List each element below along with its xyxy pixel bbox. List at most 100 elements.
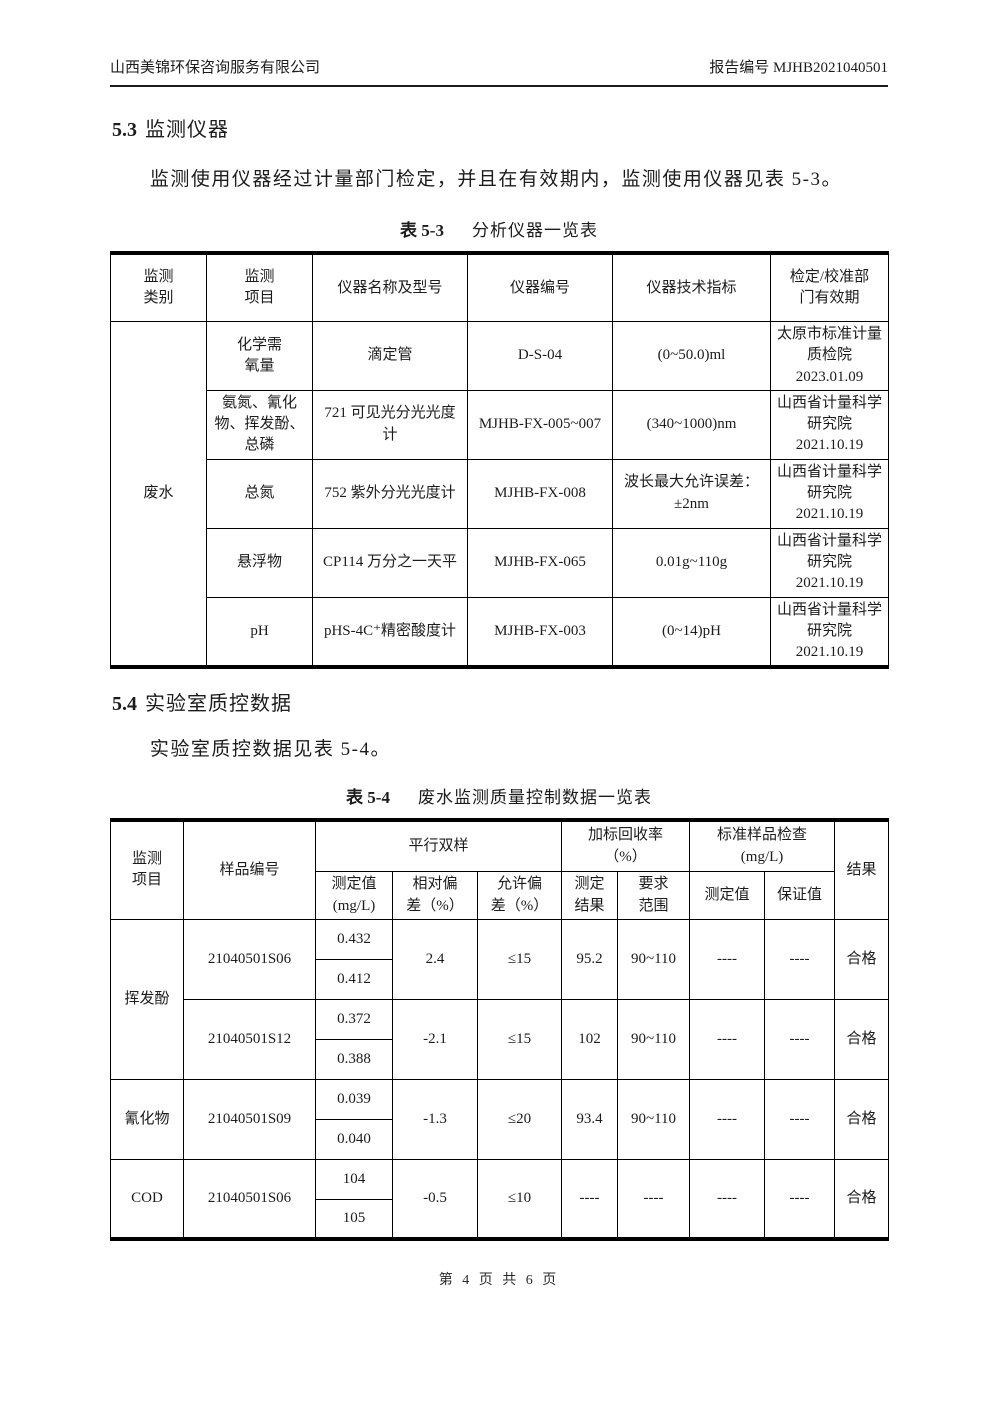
cell-allow-dev: ≤15 [476, 918, 563, 1000]
cell-sample-id: 21040501S06 [183, 1158, 316, 1240]
header-cell-allow-dev: 允许偏 差（%） [476, 871, 563, 920]
cell-spike-range: 90~110 [617, 918, 691, 1000]
table-subheader-row: 测定值 (mg/L) 相对偏 差（%） 允许偏 差（%） 测定 结果 要求 范围… [111, 871, 889, 920]
cell-result: 合格 [834, 918, 890, 1000]
cell-measured-1: 104 [315, 1158, 393, 1200]
cell-result: 合格 [834, 998, 890, 1080]
cell-cert: 山西省计量科学研究院 2021.10.19 [770, 596, 889, 668]
cell-std-measured: ---- [689, 998, 766, 1080]
cell-std-measured: ---- [689, 1158, 766, 1240]
cert-dept: 山西省计量科学研究院 [776, 394, 882, 433]
cell-spike-result: 102 [561, 998, 619, 1080]
cert-dept: 山西省计量科学研究院 [776, 532, 882, 570]
table-row: 氨氮、氰化物、挥发酚、总磷 721 可见光分光光度计 MJHB-FX-005~0… [111, 389, 889, 460]
header-cell-result: 结果 [834, 819, 890, 920]
cell-item: 悬浮物 [206, 527, 313, 598]
cell-rel-dev: -1.3 [392, 1078, 478, 1160]
table-header-row: 监测 类别 监测 项目 仪器名称及型号 仪器编号 仪器技术指标 检定/校准部 门… [110, 252, 889, 322]
header-cell-rel-dev: 相对偏 差（%） [392, 871, 478, 920]
table-row: 105 [111, 1198, 889, 1240]
table-row: 挥发酚 21040501S06 0.432 2.4 ≤15 95.2 90~11… [110, 918, 890, 1080]
section-heading-5-4: 5.4 实验室质控数据 [112, 687, 888, 716]
cell-sample-id: 21040501S12 [183, 998, 316, 1080]
cell-allow-dev: ≤15 [476, 998, 563, 1080]
cell-cert: 山西省计量科学研究院 2021.10.19 [770, 458, 889, 529]
cell-code: MJHB-FX-008 [467, 458, 613, 529]
cell-spike-result: 93.4 [561, 1078, 619, 1160]
cell-measured-1: 0.372 [315, 998, 393, 1040]
cell-rel-dev: 2.4 [392, 918, 478, 1000]
table-5-4-caption: 表 5-4 废水监测质量控制数据一览表 [110, 783, 888, 808]
page-number-footer: 第 4 页 共 6 页 [438, 1273, 560, 1289]
table-row: 悬浮物 CP114 万分之一天平 MJHB-FX-065 0.01g~110g … [111, 527, 889, 598]
cell-sample-id: 21040501S06 [183, 918, 316, 1000]
cell-rel-dev: -0.5 [392, 1158, 478, 1240]
header-cell-code: 仪器编号 [467, 252, 613, 322]
section-title: 实验室质控数据 [145, 693, 292, 716]
table-header-row: 监测 项目 样品编号 平行双样 加标回收率 （%） 标准样品检查 (mg/L) … [110, 819, 890, 920]
header-cell-spike-result: 测定 结果 [561, 871, 619, 920]
table-row: 0.412 [111, 958, 889, 1000]
header-cell-spike: 加标回收率 （%） [561, 819, 691, 873]
cell-spike-result: 95.2 [561, 918, 619, 1000]
instrument-table: 监测 类别 监测 项目 仪器名称及型号 仪器编号 仪器技术指标 检定/校准部 门… [110, 251, 889, 670]
cell-measured-1: 0.432 [315, 918, 393, 960]
cell-measured-1: 0.039 [315, 1078, 393, 1120]
header-cell-sample: 样品编号 [183, 819, 316, 920]
cell-allow-dev: ≤20 [476, 1078, 563, 1160]
cell-item: COD [110, 1158, 184, 1240]
table-caption-title: 废水监测质量控制数据一览表 [417, 787, 652, 807]
table-row: 废水 化学需 氧量 滴定管 D-S-04 (0~50.0)ml 太原市标准计量质… [110, 320, 889, 668]
cell-spec: (0~50.0)ml [612, 320, 771, 391]
header-cell-std-measured: 测定值 [689, 871, 766, 920]
cell-sample-id: 21040501S09 [183, 1078, 316, 1160]
cell-code: MJHB-FX-003 [467, 596, 613, 668]
header-cell-instrument: 仪器名称及型号 [312, 252, 468, 322]
table-caption-title: 分析仪器一览表 [471, 221, 598, 241]
cell-spec: (0~14)pH [612, 596, 771, 668]
cell-std-measured: ---- [689, 1078, 766, 1160]
cell-code: MJHB-FX-005~007 [467, 389, 613, 460]
cell-instrument: CP114 万分之一天平 [312, 527, 468, 598]
section-title: 监测仪器 [145, 119, 229, 141]
qc-data-table: 监测 项目 样品编号 平行双样 加标回收率 （%） 标准样品检查 (mg/L) … [110, 817, 890, 1242]
cert-date: 2021.10.19 [795, 644, 864, 661]
cell-item: 化学需 氧量 [206, 320, 313, 391]
table-row: 0.388 [111, 1038, 889, 1080]
report-number: 报告编号 MJHB2021040501 [709, 60, 888, 76]
cell-std-measured: ---- [689, 918, 766, 1000]
company-name: 山西美锦环保咨询服务有限公司 [110, 60, 321, 76]
table-row: 氰化物 21040501S09 0.039 -1.3 ≤20 93.4 90~1… [110, 1078, 890, 1160]
table-row: COD 21040501S06 104 -0.5 ≤10 ---- ---- -… [110, 1158, 890, 1240]
cell-cert: 太原市标准计量质检院 2023.01.09 [770, 320, 889, 391]
cert-date: 2021.10.19 [795, 437, 864, 454]
cell-item: 氨氮、氰化物、挥发酚、总磷 [206, 389, 313, 460]
section-heading-5-3: 5.3 监测仪器 [112, 113, 888, 142]
cell-result: 合格 [834, 1078, 890, 1160]
cert-date: 2021.10.19 [795, 506, 864, 523]
header-cell-spec: 仪器技术指标 [612, 252, 771, 322]
header-cell-std: 标准样品检查 (mg/L) [689, 819, 836, 873]
cell-result: 合格 [834, 1158, 890, 1240]
cell-instrument: pHS-4C⁺精密酸度计 [312, 596, 468, 668]
cell-item: 挥发酚 [110, 918, 184, 1080]
cell-std-certified: ---- [764, 918, 836, 1000]
table-caption-label: 表 5-3 [400, 221, 444, 241]
section-number: 5.3 [112, 119, 137, 141]
cell-spike-result: ---- [561, 1158, 619, 1240]
cell-spec: 0.01g~110g [612, 527, 771, 598]
table-row: 总氮 752 紫外分光光度计 MJHB-FX-008 波长最大允许误差：±2nm… [111, 458, 889, 529]
cell-measured-2: 105 [315, 1198, 393, 1240]
header-cell-measured: 测定值 (mg/L) [315, 871, 393, 920]
cell-spec: 波长最大允许误差：±2nm [612, 458, 771, 529]
section-5-4-paragraph: 实验室质控数据见表 5-4。 [149, 739, 391, 761]
cell-item: 氰化物 [110, 1078, 184, 1160]
cell-measured-2: 0.412 [315, 958, 393, 1000]
cell-std-certified: ---- [764, 1158, 836, 1240]
cert-dept: 山西省计量科学研究院 [776, 601, 882, 639]
table-row: 0.040 [111, 1118, 889, 1160]
header-cell-std-certified: 保证值 [764, 871, 836, 920]
table-5-3-caption: 表 5-3 分析仪器一览表 [110, 216, 888, 241]
cell-instrument: 滴定管 [312, 320, 468, 391]
